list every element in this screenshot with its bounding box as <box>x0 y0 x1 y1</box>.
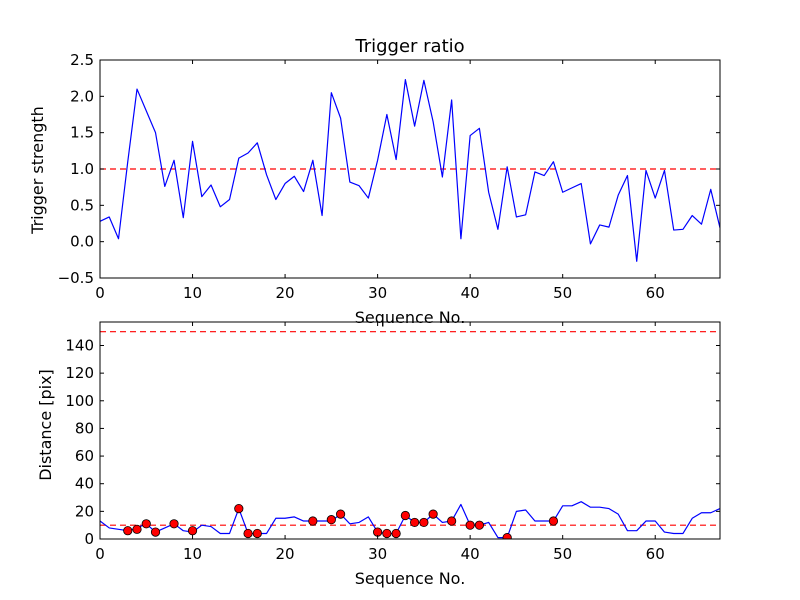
y-tick-label: 2.0 <box>70 87 94 105</box>
data-point <box>234 503 244 514</box>
data-point <box>474 520 485 530</box>
data-point <box>428 509 438 519</box>
x-tick-label: 30 <box>368 545 387 563</box>
y-tick-label: 60 <box>75 447 94 465</box>
y-tick-label: 140 <box>65 336 94 354</box>
data-point <box>391 528 401 539</box>
x-tick-label: 20 <box>276 545 295 563</box>
data-point <box>548 516 559 526</box>
x-tick-label: 40 <box>461 284 480 302</box>
data-point <box>326 515 336 525</box>
y-tick-label: 120 <box>65 364 94 382</box>
data-point <box>335 509 346 519</box>
x-axis-label: Sequence No. <box>355 308 466 327</box>
y-axis-label: Trigger strength <box>28 106 47 235</box>
data-point <box>150 527 161 537</box>
x-axis-label: Sequence No. <box>355 569 466 588</box>
y-tick-label: 0.5 <box>70 196 94 214</box>
x-tick-label: 50 <box>553 284 572 302</box>
y-axis-label: Distance [pix] <box>36 369 55 481</box>
data-point <box>141 519 151 529</box>
x-tick-label: 60 <box>646 545 665 563</box>
data-point <box>187 526 198 536</box>
data-point <box>447 516 457 526</box>
x-tick-label: 0 <box>95 284 105 302</box>
plot-area <box>100 79 720 262</box>
y-tick-label: 0.0 <box>70 233 94 251</box>
data-point <box>502 533 512 539</box>
data-point <box>419 517 429 528</box>
data-point <box>308 516 318 526</box>
data-point <box>132 524 142 534</box>
data-point <box>400 510 410 521</box>
data-point <box>410 517 420 528</box>
chart-title: Trigger ratio <box>354 36 464 57</box>
data-point <box>123 526 133 536</box>
y-tick-label: 100 <box>65 392 94 410</box>
data-point <box>252 528 262 539</box>
data-point <box>382 528 392 539</box>
x-tick-label: 10 <box>183 284 202 302</box>
x-tick-label: 60 <box>646 284 665 302</box>
data-point <box>169 519 179 529</box>
series-line <box>100 501 720 539</box>
data-point <box>465 520 475 530</box>
x-tick-label: 30 <box>368 284 387 302</box>
plot-area <box>100 331 720 539</box>
y-tick-label: 80 <box>75 419 94 437</box>
x-tick-label: 10 <box>183 545 202 563</box>
y-tick-label: 1.5 <box>70 124 94 142</box>
data-point <box>243 528 253 539</box>
plot-frame <box>99 321 721 540</box>
distance-panel: Distance [pix] Sequence No. 0 10 20 30 40 50 6… <box>36 321 721 588</box>
x-tick-label: 50 <box>553 545 572 563</box>
y-tick-label: 2.5 <box>70 51 94 69</box>
y-tick-label: 40 <box>75 475 94 493</box>
y-tick-label: 1.0 <box>70 160 94 178</box>
x-tick-label: 40 <box>461 545 480 563</box>
y-tick-label: 0 <box>84 530 94 548</box>
series-line <box>100 79 720 262</box>
x-tick-label: 20 <box>276 284 295 302</box>
y-tick-label: −0.5 <box>58 269 94 287</box>
x-tick-label: 0 <box>95 545 105 563</box>
y-tick-label: 20 <box>75 502 94 520</box>
